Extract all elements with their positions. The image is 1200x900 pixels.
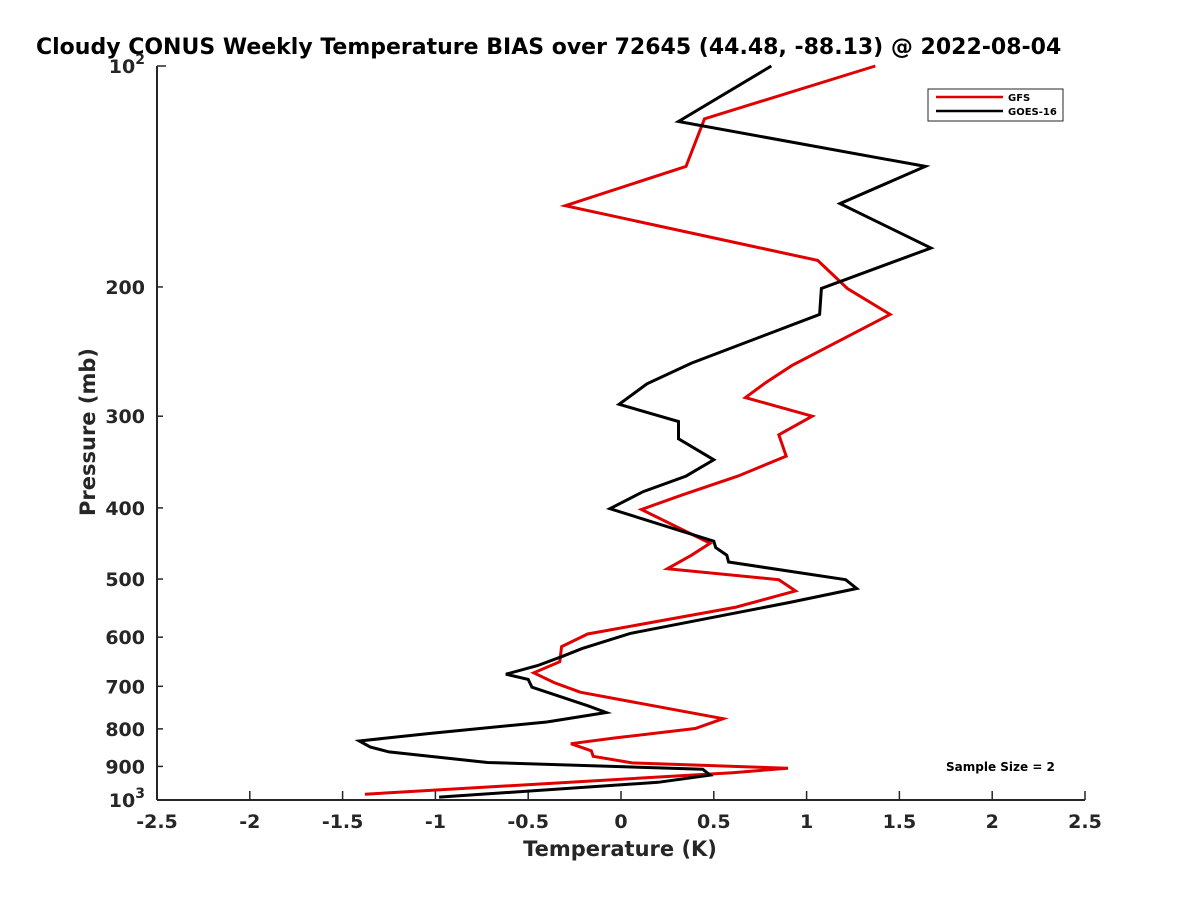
- x-tick-label: 1: [800, 811, 813, 833]
- legend-label-gfs: GFS: [1008, 93, 1030, 104]
- x-axis-label: Temperature (K): [523, 837, 717, 861]
- y-tick-label: 102: [109, 52, 145, 78]
- legend-label-goes16: GOES-16: [1008, 107, 1057, 118]
- series-line-goes16: [354, 64, 935, 799]
- x-tick-label: 0: [614, 811, 627, 833]
- axes: -2.5 -2 -1.5 -1 -0.5 0 0.5 1 1.5 2 2.5 102 103 200 300…: [105, 52, 1102, 833]
- x-tick-label: 2: [986, 811, 999, 833]
- y-axis-label: Pressure (mb): [76, 348, 100, 516]
- y-tick-label: 600: [105, 627, 145, 649]
- x-tick-label: 1.5: [883, 811, 917, 833]
- y-tick-label: 900: [105, 756, 145, 778]
- y-tick-label: 300: [105, 406, 145, 428]
- y-tick-label: 103: [109, 786, 145, 812]
- x-tick-label: -2: [239, 811, 260, 833]
- x-tick-label: 0.5: [697, 811, 731, 833]
- y-tick-label: 200: [105, 277, 145, 299]
- x-tick-label: -2.5: [136, 811, 178, 833]
- y-tick-label: 500: [105, 569, 145, 591]
- series-line-gfs: [364, 64, 894, 796]
- x-tick-label: -1.5: [322, 811, 364, 833]
- y-tick-label: 700: [105, 676, 145, 698]
- legend: GFS GOES-16: [927, 88, 1064, 122]
- sample-size-annotation: Sample Size = 2: [946, 760, 1055, 774]
- x-tick-label: 2.5: [1068, 811, 1102, 833]
- y-tick-label: 400: [105, 498, 145, 520]
- legend-box: [927, 88, 1064, 122]
- series-layer: [354, 64, 935, 799]
- chart-title: Cloudy CONUS Weekly Temperature BIAS ove…: [36, 35, 1061, 60]
- x-tick-label: -0.5: [507, 811, 549, 833]
- y-tick-label: 800: [105, 719, 145, 741]
- x-tick-label: -1: [425, 811, 446, 833]
